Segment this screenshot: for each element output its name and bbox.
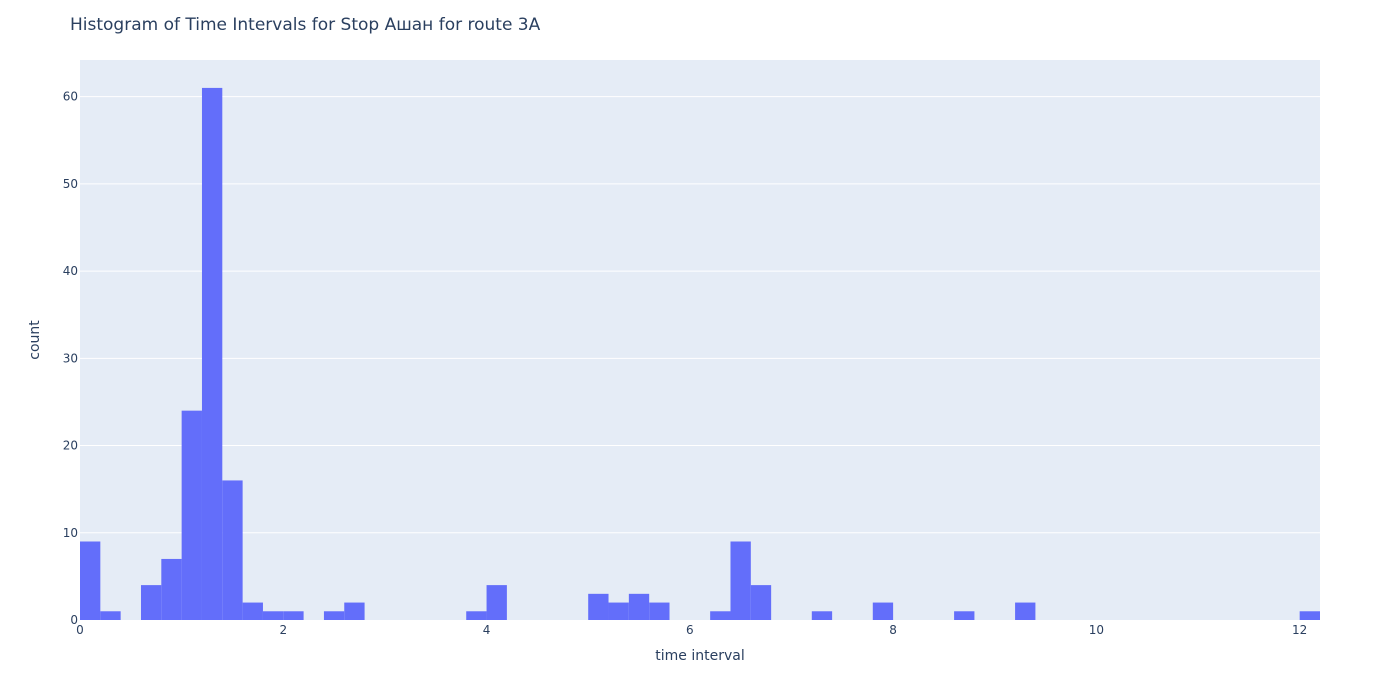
histogram-bar: [80, 541, 101, 620]
x-tick-label: 2: [279, 623, 287, 637]
histogram-bar: [201, 87, 223, 620]
histogram-bar: [323, 611, 345, 620]
histogram-bar: [344, 602, 365, 620]
x-tick-label: 0: [76, 623, 84, 637]
histogram-bar: [954, 611, 975, 620]
gridlines: [80, 96, 1320, 534]
x-tick-label: 6: [686, 623, 694, 637]
y-tick-label: 30: [63, 351, 78, 365]
histogram-bar: [242, 602, 263, 620]
y-axis-title: count: [27, 320, 43, 360]
histogram-bar: [608, 602, 629, 620]
x-tick-label: 8: [889, 623, 897, 637]
histogram-bar: [730, 541, 751, 620]
histogram-bar: [466, 611, 487, 620]
histogram-bar: [1299, 611, 1320, 620]
y-tick-label: 0: [70, 613, 78, 627]
y-tick-label: 40: [63, 264, 78, 278]
histogram-bar: [750, 585, 772, 620]
histogram-bar: [262, 611, 284, 620]
histogram-bar: [140, 585, 162, 620]
histogram-bar: [811, 611, 833, 620]
y-tick-label: 50: [63, 177, 78, 191]
x-tick-label: 12: [1292, 623, 1307, 637]
histogram-bar: [181, 410, 202, 620]
chart-title: Histogram of Time Intervals for Stop Аша…: [70, 15, 541, 35]
histogram-bar: [872, 602, 894, 620]
histogram-bar: [486, 585, 507, 620]
y-axis-ticks: 0 10 20 30 40 50 60: [63, 90, 78, 627]
histogram-bar: [710, 611, 731, 620]
x-tick-label: 10: [1089, 623, 1104, 637]
x-axis-ticks: 0 2 4 6 8 10 12: [76, 623, 1307, 637]
histogram-bar: [628, 593, 650, 620]
histogram-bar: [100, 611, 121, 620]
histogram-bar: [649, 602, 670, 620]
plot-area: [80, 60, 1320, 620]
histogram-bar: [161, 558, 182, 620]
y-tick-label: 10: [63, 526, 78, 540]
x-tick-label: 4: [483, 623, 491, 637]
histogram-bar: [222, 480, 243, 620]
histogram-bar: [588, 593, 609, 620]
histogram-bar: [283, 611, 304, 620]
y-tick-label: 60: [63, 90, 78, 104]
histogram-bar: [1015, 602, 1036, 620]
bars: [80, 87, 1320, 620]
x-axis-title: time interval: [655, 648, 744, 664]
y-tick-label: 20: [63, 439, 78, 453]
